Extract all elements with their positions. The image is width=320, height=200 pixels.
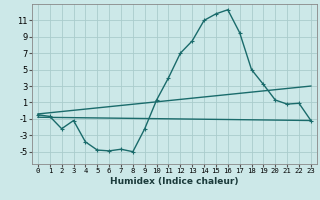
X-axis label: Humidex (Indice chaleur): Humidex (Indice chaleur) [110,177,239,186]
